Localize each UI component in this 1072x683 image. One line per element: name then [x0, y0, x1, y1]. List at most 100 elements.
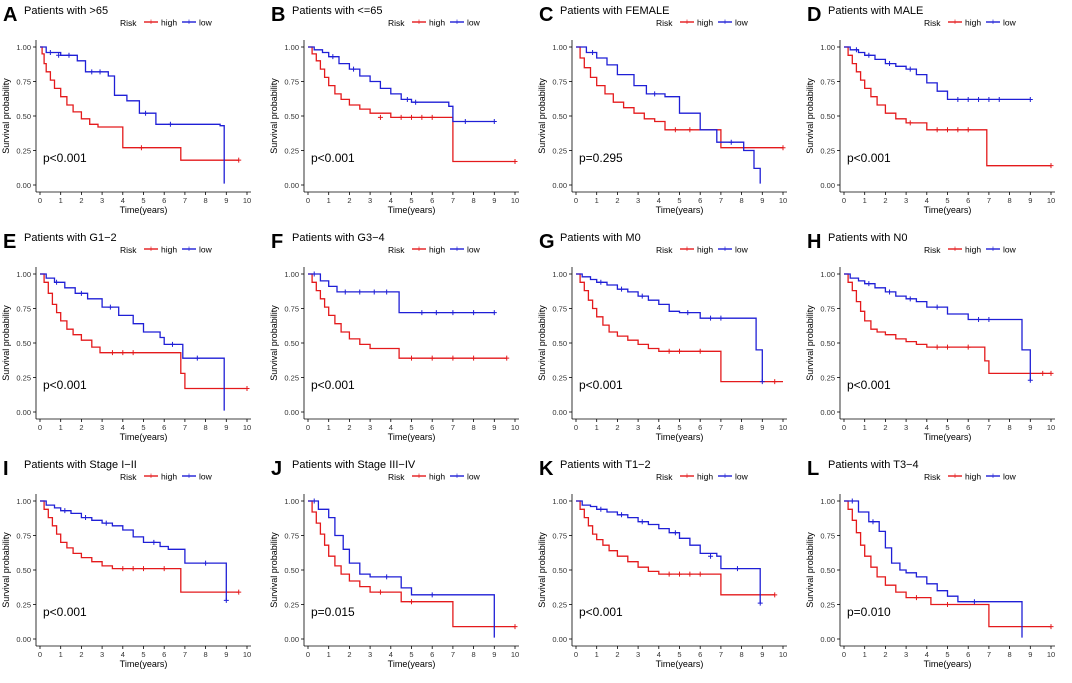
x-tick-label: 1	[59, 423, 63, 432]
legend-low-marker: +	[990, 471, 995, 481]
legend-high-marker: +	[416, 471, 421, 481]
censor-mark-low	[223, 597, 229, 603]
censor-mark-low	[976, 96, 982, 102]
x-tick-label: 8	[740, 196, 744, 205]
censor-mark-high	[677, 571, 682, 577]
km-curve-low	[308, 46, 495, 123]
x-tick-label: 4	[925, 196, 929, 205]
censor-mark-high	[1040, 370, 1046, 376]
x-tick-label: 1	[327, 423, 331, 432]
x-tick-label: 7	[719, 650, 723, 659]
censor-mark-low	[986, 317, 992, 323]
y-axis-label: Survival probability	[269, 532, 279, 608]
km-curve-high	[40, 46, 239, 161]
censor-mark-low	[866, 281, 872, 287]
censor-mark-low	[728, 139, 734, 145]
censor-mark-high	[141, 566, 146, 572]
panel-letter: H	[807, 231, 821, 253]
censor-mark-low	[619, 286, 625, 292]
panel-h: H Patients with N0 Risk + high + low 0.00 0.25 0.…	[805, 231, 1055, 442]
x-tick-label: 7	[183, 423, 187, 432]
censor-mark-high	[429, 355, 435, 361]
legend-low-label: low	[467, 472, 481, 482]
p-value: p<0.001	[43, 378, 87, 392]
x-tick-label: 0	[38, 650, 42, 659]
km-curve-low	[40, 500, 227, 601]
censor-mark-high	[244, 386, 250, 392]
x-axis-label: Time(years)	[656, 432, 704, 442]
km-curve-low	[576, 46, 761, 184]
legend-high-label: high	[161, 18, 177, 28]
panel-letter: I	[3, 458, 9, 480]
x-tick-label: 2	[79, 423, 83, 432]
censor-mark-high	[780, 145, 786, 151]
x-tick-label: 1	[863, 423, 867, 432]
x-tick-label: 9	[760, 650, 764, 659]
y-tick-label: 1.00	[552, 43, 567, 52]
x-tick-label: 0	[306, 423, 310, 432]
censor-mark-low	[194, 355, 200, 361]
censor-mark-high	[913, 595, 919, 601]
x-tick-label: 10	[243, 423, 251, 432]
censor-mark-low	[1027, 377, 1033, 383]
y-tick-label: 0.25	[820, 374, 835, 383]
censor-mark-low	[598, 506, 604, 512]
y-axis-label: Survival probability	[269, 305, 279, 381]
censor-mark-high	[409, 355, 414, 361]
censor-mark-low	[708, 553, 714, 559]
x-tick-label: 2	[79, 196, 83, 205]
censor-mark-high	[512, 624, 518, 630]
x-tick-label: 1	[59, 650, 63, 659]
censor-mark-high	[130, 566, 136, 572]
legend-low-label: low	[199, 245, 213, 255]
x-tick-label: 9	[492, 650, 496, 659]
x-tick-label: 5	[409, 650, 413, 659]
p-value: p=0.295	[579, 151, 623, 165]
censor-mark-low	[384, 289, 390, 295]
censor-mark-high	[429, 114, 435, 120]
legend-low-label: low	[467, 18, 481, 28]
legend-low-label: low	[735, 245, 749, 255]
x-tick-label: 6	[966, 423, 970, 432]
panel-title: Patients with Stage III−IV	[292, 459, 416, 471]
km-curve-high	[576, 46, 783, 149]
p-value: p<0.001	[43, 151, 87, 165]
x-tick-label: 10	[779, 650, 787, 659]
x-tick-label: 8	[204, 423, 208, 432]
legend-high-marker: +	[684, 471, 689, 481]
censor-mark-high	[1048, 624, 1054, 630]
y-tick-label: 0.50	[820, 112, 835, 121]
y-axis-label: Survival probability	[805, 305, 815, 381]
x-tick-label: 7	[451, 423, 455, 432]
y-tick-label: 0.25	[284, 601, 299, 610]
legend-title: Risk	[120, 245, 137, 255]
x-tick-label: 6	[698, 196, 702, 205]
censor-mark-high	[945, 602, 950, 607]
censor-mark-low	[330, 54, 336, 60]
y-tick-label: 0.50	[16, 566, 31, 575]
x-tick-label: 5	[677, 650, 681, 659]
censor-mark-low	[413, 99, 419, 105]
panel-title: Patients with MALE	[828, 5, 923, 17]
censor-mark-low	[419, 310, 425, 316]
legend-high-label: high	[965, 18, 981, 28]
panel-title: Patients with N0	[828, 232, 907, 244]
y-tick-label: 0.00	[16, 408, 31, 417]
censor-mark-low	[986, 96, 992, 102]
censor-mark-high	[965, 127, 971, 133]
censor-mark-low	[734, 566, 740, 572]
y-tick-label: 0.00	[552, 635, 567, 644]
x-tick-label: 0	[574, 196, 578, 205]
x-tick-label: 4	[657, 423, 661, 432]
x-tick-label: 0	[306, 650, 310, 659]
panel-letter: D	[807, 4, 821, 26]
p-value: p<0.001	[43, 605, 87, 619]
x-tick-label: 6	[966, 650, 970, 659]
y-tick-label: 0.50	[820, 566, 835, 575]
censor-mark-low	[167, 121, 173, 127]
x-tick-label: 4	[657, 650, 661, 659]
y-tick-label: 0.50	[16, 339, 31, 348]
y-tick-label: 1.00	[16, 43, 31, 52]
x-tick-label: 3	[904, 423, 908, 432]
y-tick-label: 0.75	[284, 532, 299, 541]
